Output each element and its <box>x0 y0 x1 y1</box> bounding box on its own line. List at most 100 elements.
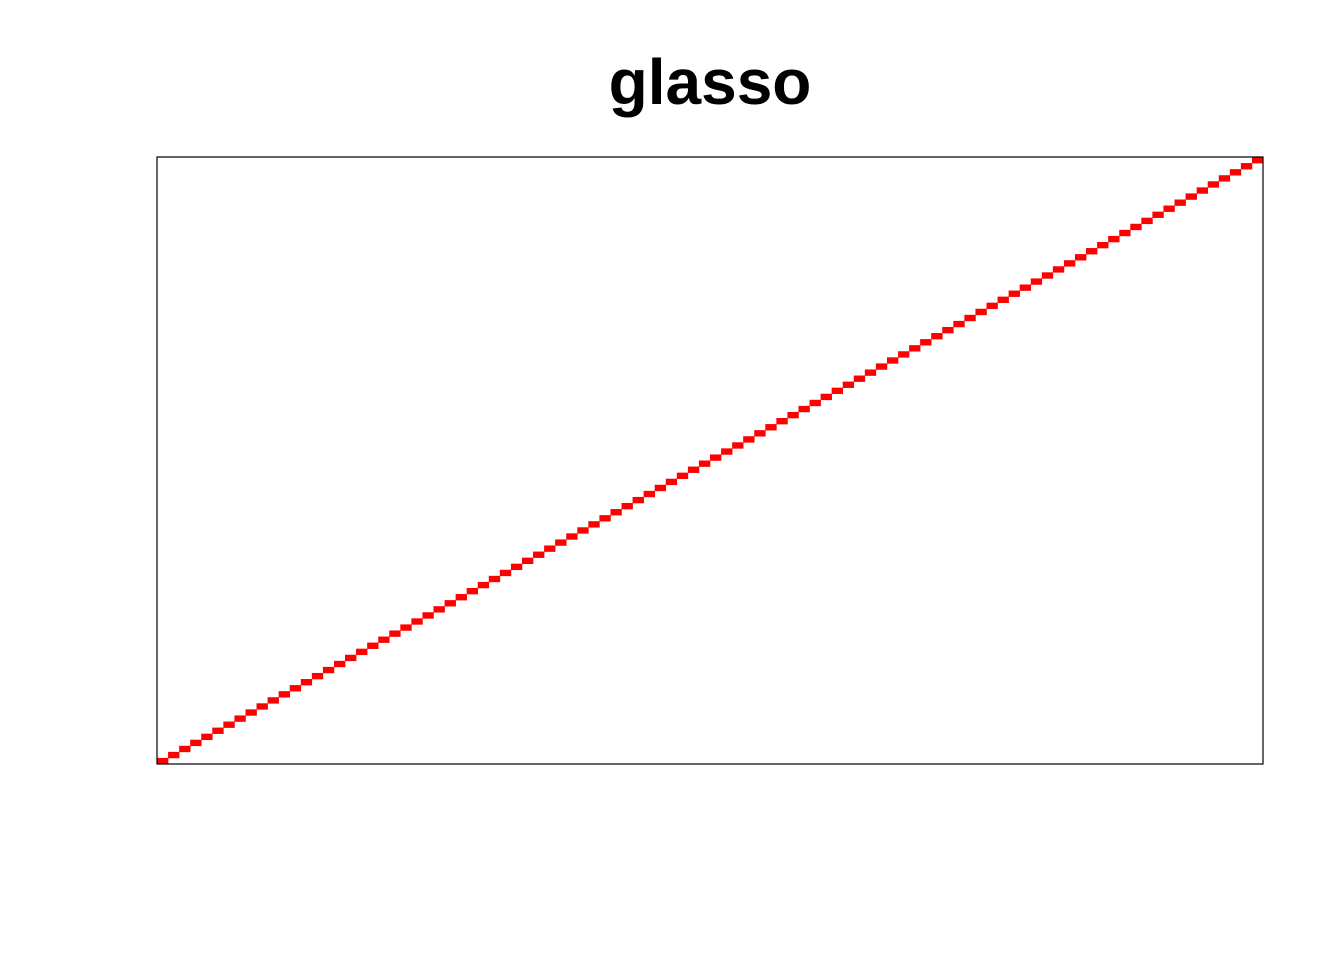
heatmap-cell <box>1196 187 1208 194</box>
heatmap-cell <box>256 703 268 710</box>
heatmap-cells <box>157 157 1264 765</box>
heatmap-cell <box>466 587 479 595</box>
heatmap-cell <box>1030 278 1043 285</box>
heatmap-cell <box>964 314 976 322</box>
heatmap-cell <box>997 296 1009 303</box>
heatmap-cell <box>1141 217 1153 225</box>
heatmap-cell <box>444 600 456 607</box>
heatmap-cell <box>555 539 567 546</box>
heatmap-cell <box>1041 272 1054 279</box>
heatmap-cell <box>278 691 291 698</box>
chart-title: glasso <box>608 46 812 118</box>
heatmap-cell <box>1097 241 1109 249</box>
heatmap-cell <box>201 733 213 741</box>
heatmap-cell <box>654 484 667 492</box>
heatmap-cell <box>920 339 932 346</box>
heatmap-cell <box>477 581 490 589</box>
heatmap-cell <box>1207 181 1220 188</box>
heatmap-cell <box>798 405 810 413</box>
heatmap-cell <box>942 326 954 334</box>
heatmap-cell <box>787 411 799 419</box>
heatmap-cell <box>643 490 655 498</box>
heatmap-cell <box>300 679 313 686</box>
heatmap-cell <box>765 424 777 431</box>
heatmap-cell <box>886 357 899 364</box>
heatmap-cell <box>356 648 368 656</box>
heatmap-cell <box>521 557 534 564</box>
heatmap-cell <box>533 551 545 558</box>
heatmap-cell <box>577 527 589 534</box>
heatmap-cell <box>267 697 279 704</box>
heatmap-cell <box>875 363 888 370</box>
heatmap-cell <box>422 612 434 619</box>
heatmap-cell <box>245 709 257 716</box>
heatmap-cell <box>1218 175 1231 182</box>
heatmap-cell <box>1074 254 1087 261</box>
heatmap-cell <box>676 472 689 480</box>
heatmap-cell <box>809 399 821 407</box>
heatmap-cell <box>909 345 921 352</box>
heatmap-cell <box>1229 169 1242 176</box>
heatmap-cell <box>776 418 788 425</box>
heatmap-cell <box>411 618 423 625</box>
heatmap-cell <box>234 715 246 722</box>
heatmap-cell <box>1019 284 1032 291</box>
heatmap-cell <box>510 563 523 571</box>
heatmap-cell <box>157 757 169 765</box>
heatmap-cell <box>610 509 622 516</box>
heatmap-cell <box>190 739 202 747</box>
heatmap-cell <box>710 454 722 461</box>
heatmap-cell <box>1008 290 1020 297</box>
heatmap-cell <box>864 369 877 376</box>
heatmap-cell <box>289 685 302 692</box>
heatmap-cell <box>1174 199 1186 206</box>
heatmap-cell <box>831 387 844 395</box>
heatmap-cell <box>1152 211 1164 218</box>
heatmap-cell <box>1240 163 1253 170</box>
heatmap-cell <box>743 436 755 443</box>
heatmap-cell <box>732 442 744 449</box>
heatmap-cell <box>986 302 998 310</box>
heatmap-cell <box>345 654 357 662</box>
heatmap-cell <box>1108 235 1120 243</box>
heatmap-cell <box>599 515 611 522</box>
heatmap-cell <box>499 569 512 577</box>
heatmap-cell <box>322 666 335 674</box>
heatmap-cell <box>898 351 910 358</box>
heatmap-cell <box>433 606 445 613</box>
heatmap-cell <box>721 448 733 455</box>
heatmap-cell <box>853 375 866 382</box>
heatmap-cell <box>333 660 346 668</box>
heatmap-cell <box>953 320 965 328</box>
heatmap-cell <box>544 545 556 552</box>
heatmap-cell <box>223 721 235 728</box>
heatmap-cell <box>687 466 700 473</box>
heatmap-cell <box>389 630 401 637</box>
heatmap-cell <box>1063 260 1076 267</box>
heatmap-cell <box>820 393 832 401</box>
heatmap-cell <box>1086 248 1098 255</box>
heatmap-cell <box>588 521 600 528</box>
heatmap-cell <box>1052 266 1065 273</box>
heatmap-cell <box>367 642 379 649</box>
plot-frame <box>156 156 1264 765</box>
heatmap-cell <box>566 533 578 540</box>
heatmap-cell <box>1251 157 1264 164</box>
heatmap-cell <box>842 381 855 388</box>
heatmap-cell <box>488 575 501 583</box>
heatmap-cell <box>1130 223 1142 231</box>
heatmap-cell <box>378 636 390 643</box>
heatmap-cell <box>621 502 633 510</box>
heatmap-cell <box>698 460 711 467</box>
heatmap-cell <box>455 594 467 601</box>
heatmap-cell <box>665 478 678 486</box>
heatmap-cell <box>311 672 324 680</box>
heatmap-cell <box>212 727 224 734</box>
heatmap-cell <box>754 430 766 437</box>
heatmap-cell <box>1119 229 1131 237</box>
heatmap-cell <box>168 751 180 759</box>
heatmap-cell <box>179 745 191 753</box>
heatmap-cell <box>975 308 987 316</box>
heatmap-cell <box>632 496 644 504</box>
